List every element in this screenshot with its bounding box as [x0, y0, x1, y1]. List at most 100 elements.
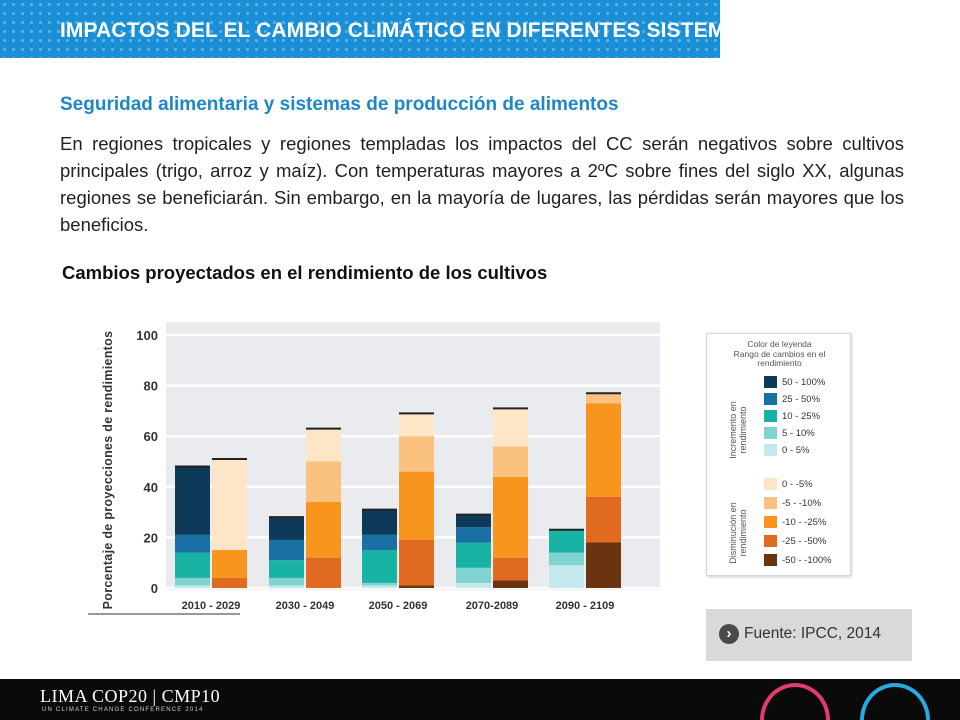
- y-tick-label: 80: [144, 379, 158, 394]
- legend-item-label: -10 - -25%: [782, 516, 827, 528]
- y-tick-label: 40: [144, 480, 158, 495]
- legend-title-line1: Color de leyenda: [747, 339, 812, 349]
- increase-bar-segment: [269, 517, 304, 540]
- decrease-bar-segment: [212, 458, 247, 551]
- logo-swirl-right: [860, 683, 930, 720]
- legend-item-label: 5 - 10%: [782, 427, 815, 439]
- legend-swatch: [764, 393, 777, 405]
- decrease-bar-segment: [493, 580, 528, 588]
- increase-bar-segment: [549, 565, 584, 588]
- y-tick-label: 100: [136, 328, 158, 343]
- legend-item-increase: 50 - 100%: [764, 375, 825, 389]
- decrease-bar-segment: [586, 393, 621, 404]
- footer-bar: LIMA COP20 | CMP10 UN CLIMATE CHANGE CON…: [0, 679, 960, 720]
- increase-bar-segment: [456, 567, 491, 583]
- legend-swatch: [764, 497, 777, 509]
- footer-subtitle: UN CLIMATE CHANGE CONFERENCE 2014: [42, 707, 204, 713]
- x-tick-label: 2050 - 2069: [369, 600, 428, 612]
- decrease-bar-segment: [399, 436, 434, 472]
- increase-bar-segment: [269, 560, 304, 578]
- legend-item-label: -5 - -10%: [782, 497, 822, 509]
- decrease-bar-segment: [493, 446, 528, 477]
- legend-item-increase: 5 - 10%: [764, 426, 815, 440]
- legend-swatch: [764, 427, 777, 439]
- legend-item-label: 10 - 25%: [782, 410, 821, 422]
- source-text: Fuente: IPCC, 2014: [744, 625, 881, 642]
- decrease-bar-segment: [306, 428, 341, 462]
- increase-bar-segment: [456, 542, 491, 568]
- increase-bar-segment: [269, 577, 304, 586]
- legend-item-increase: 0 - 5%: [764, 443, 809, 457]
- y-tick-label: 20: [144, 530, 158, 545]
- x-tick-label: 2090 - 2109: [556, 600, 615, 612]
- legend-item-label: -50 - -100%: [782, 554, 832, 566]
- footer-logo: LIMA COP20 | CMP10: [40, 686, 221, 706]
- x-tick-label: 2070-2089: [466, 600, 519, 612]
- legend-swatch: [764, 516, 777, 528]
- legend-item-label: -25 - -50%: [782, 535, 827, 547]
- legend-swatch: [764, 478, 777, 490]
- legend-increase-label: Incremento en rendimiento: [728, 401, 748, 459]
- increase-bar-segment: [549, 529, 584, 553]
- decrease-bar-segment: [399, 539, 434, 586]
- body-paragraph: En regiones tropicales y regiones templa…: [60, 133, 904, 235]
- increase-bar-segment: [549, 552, 584, 566]
- legend-decrease-label: Disminución en rendimiento: [728, 502, 748, 564]
- legend-item-label: 0 - 5%: [782, 444, 810, 456]
- y-tick-label: 0: [151, 581, 158, 596]
- increase-bar-segment: [362, 582, 397, 586]
- legend-item-decrease: -10 - -25%: [764, 515, 826, 529]
- chevron-right-icon: ›: [719, 624, 739, 644]
- decrease-bar-segment: [399, 413, 434, 437]
- legend-swatch: [764, 535, 777, 547]
- legend-title: Color de leyenda Rango de cambios en el …: [707, 339, 852, 369]
- chart-legend: Color de leyenda Rango de cambios en el …: [706, 333, 851, 576]
- decrease-bar-segment: [493, 476, 528, 558]
- legend-item-decrease: -50 - -100%: [764, 553, 832, 567]
- increase-bar-segment: [175, 585, 210, 588]
- section-subtitle: Seguridad alimentaria y sistemas de prod…: [60, 94, 619, 115]
- increase-bar-segment: [175, 552, 210, 578]
- decrease-bar-segment: [306, 501, 341, 558]
- legend-swatch: [764, 444, 777, 456]
- chart-heading: Cambios proyectados en el rendimiento de…: [62, 262, 548, 283]
- x-tick-label: 2030 - 2049: [276, 600, 335, 612]
- y-tick-label: 60: [144, 429, 158, 444]
- increase-bar-segment: [362, 534, 397, 551]
- decrease-bar-segment: [586, 542, 621, 588]
- decrease-bar-segment: [493, 557, 528, 581]
- increase-bar-segment: [175, 534, 210, 553]
- legend-item-label: 50 - 100%: [782, 376, 826, 388]
- logo-swirl-left: [760, 683, 830, 720]
- legend-item-decrease: 0 - -5%: [764, 477, 813, 491]
- increase-bar-segment: [269, 539, 304, 561]
- decrease-bar-segment: [306, 461, 341, 502]
- increase-bar-segment: [456, 527, 491, 543]
- decrease-bar-segment: [586, 403, 621, 497]
- decrease-bar-segment: [306, 557, 341, 588]
- legend-swatch: [764, 376, 777, 388]
- increase-bar-segment: [175, 577, 210, 586]
- decrease-bar-segment: [212, 577, 247, 588]
- y-axis-label: Porcentaje de proyecciones de rendimient…: [101, 331, 115, 610]
- increase-bar-segment: [175, 466, 210, 535]
- increase-bar-segment: [362, 585, 397, 588]
- decrease-bar-segment: [399, 585, 434, 588]
- decrease-bar-segment: [399, 471, 434, 540]
- legend-item-decrease: -25 - -50%: [764, 534, 826, 548]
- decrease-bar-segment: [493, 408, 528, 447]
- decrease-bar-segment: [212, 550, 247, 578]
- page-title: IMPACTOS DEL EL CAMBIO CLIMÁTICO EN DIFE…: [60, 19, 755, 42]
- legend-item-label: 25 - 50%: [782, 393, 821, 405]
- increase-bar-segment: [456, 514, 491, 528]
- legend-title-line2: Rango de cambios en el rendimiento: [733, 348, 826, 368]
- increase-bar-segment: [362, 550, 397, 583]
- x-tick-label: 2010 - 2029: [182, 600, 241, 612]
- header-band: [0, 0, 720, 58]
- increase-bar-segment: [362, 509, 397, 535]
- increase-bar-segment: [269, 585, 304, 588]
- legend-swatch: [764, 554, 777, 566]
- legend-swatch: [764, 410, 777, 422]
- legend-item-label: 0 - -5%: [782, 478, 813, 490]
- decrease-bar-segment: [586, 496, 621, 543]
